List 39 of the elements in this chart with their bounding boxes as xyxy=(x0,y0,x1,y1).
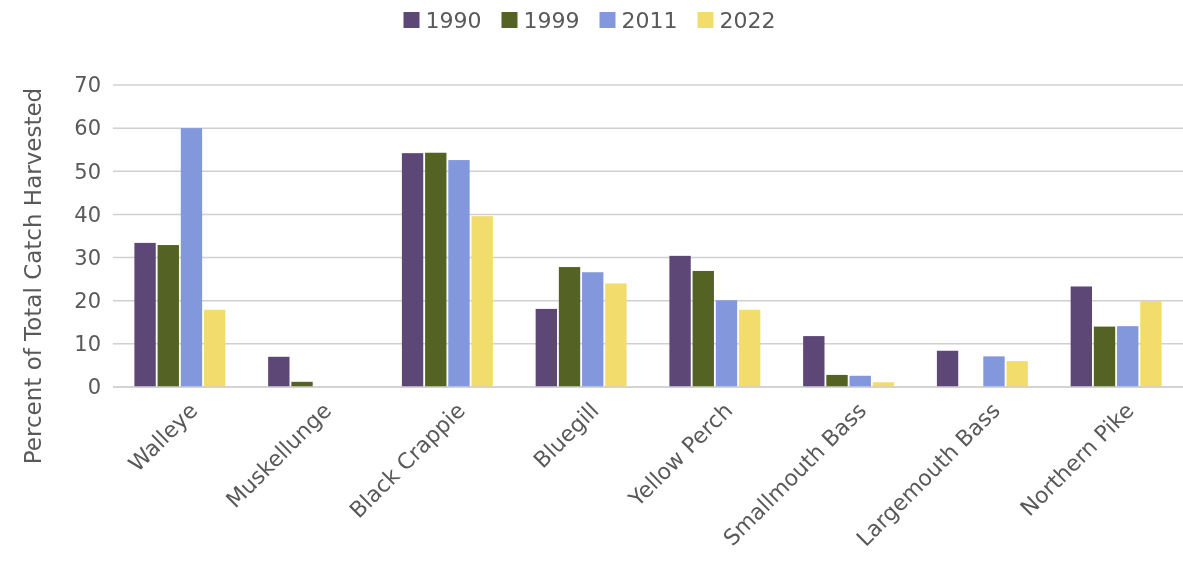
bar xyxy=(558,267,581,387)
y-tick-label: 0 xyxy=(87,375,101,400)
bar xyxy=(692,270,714,387)
bar xyxy=(803,336,825,387)
bar xyxy=(669,255,691,387)
y-axis-title: Percent of Total Catch Harvested xyxy=(20,87,46,465)
bar xyxy=(268,356,290,387)
y-tick-label: 70 xyxy=(74,73,101,98)
bar xyxy=(1117,326,1139,387)
y-tick-label: 30 xyxy=(74,245,101,270)
bar xyxy=(936,350,959,387)
bar xyxy=(425,152,447,387)
y-tick-label: 40 xyxy=(74,202,101,227)
legend-label: 1999 xyxy=(523,8,580,33)
bar xyxy=(157,245,179,387)
y-tick-label: 20 xyxy=(74,289,101,314)
bar xyxy=(1140,301,1162,387)
bar xyxy=(715,300,738,387)
legend-label: 2011 xyxy=(621,8,678,33)
bar xyxy=(1006,361,1028,387)
bar xyxy=(605,283,627,387)
bar xyxy=(739,309,761,387)
y-tick-label: 60 xyxy=(74,116,101,141)
bar xyxy=(134,242,156,387)
legend-label: 1990 xyxy=(425,8,482,33)
legend-label: 2022 xyxy=(719,8,776,33)
bar xyxy=(401,153,424,387)
bar xyxy=(448,160,470,387)
bar xyxy=(180,128,203,387)
bar xyxy=(1070,286,1092,387)
bar xyxy=(535,308,557,387)
bar xyxy=(204,309,226,387)
y-tick-label: 50 xyxy=(74,159,101,184)
bar xyxy=(582,272,604,387)
bar xyxy=(1093,326,1116,387)
bar xyxy=(826,374,848,387)
bar xyxy=(471,216,493,387)
y-tick-label: 10 xyxy=(74,332,101,357)
bar xyxy=(983,356,1005,387)
